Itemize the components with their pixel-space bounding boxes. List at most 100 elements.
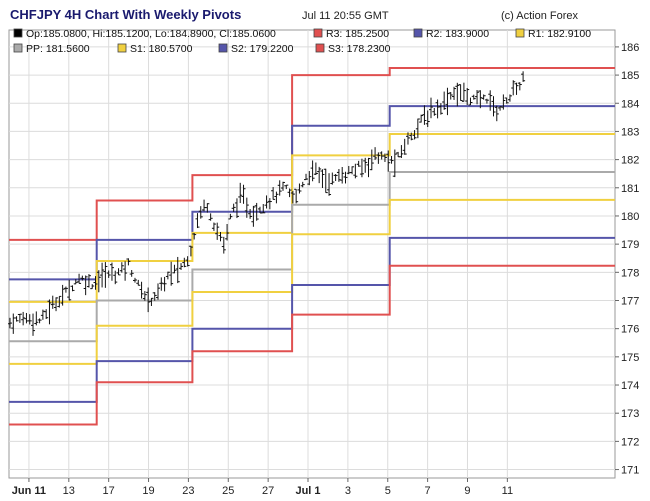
price-bar — [156, 283, 161, 300]
price-bar — [175, 256, 180, 284]
legend-item: S2: 179.2200 — [218, 43, 294, 55]
price-bar — [382, 153, 387, 162]
y-tick-label: 172 — [621, 436, 639, 448]
price-bar — [34, 311, 39, 326]
price-bar — [432, 107, 437, 116]
price-bar — [126, 258, 131, 266]
price-bar — [310, 160, 315, 182]
price-bar — [225, 223, 230, 241]
price-bars — [7, 71, 526, 336]
pivot-line-r2 — [9, 105, 615, 281]
price-bar — [244, 197, 249, 218]
price-bar — [304, 173, 309, 181]
price-bar — [461, 82, 466, 102]
x-tick-label: 7 — [425, 485, 431, 497]
price-bar — [63, 286, 68, 293]
price-bar — [123, 261, 128, 281]
price-bar — [274, 191, 279, 204]
legend-swatch — [13, 43, 23, 53]
legend-label: R2: 183.9000 — [426, 28, 489, 40]
price-bar — [294, 188, 299, 204]
legend-swatch — [117, 43, 127, 53]
price-bar — [93, 276, 98, 290]
price-bar — [445, 87, 450, 116]
price-bar — [96, 270, 101, 293]
price-bar — [195, 213, 200, 229]
y-tick-label: 185 — [621, 70, 639, 82]
price-bar — [280, 181, 285, 191]
price-bar — [149, 297, 154, 307]
price-bar — [429, 97, 434, 119]
price-bar — [136, 279, 141, 286]
price-bar — [165, 271, 170, 280]
price-bar — [17, 313, 22, 323]
legend-label: S3: 178.2300 — [328, 43, 391, 55]
y-tick-label: 173 — [621, 408, 639, 420]
price-bar — [471, 94, 476, 100]
price-bar — [284, 184, 289, 190]
price-bar — [113, 270, 118, 285]
price-bar — [468, 97, 473, 106]
price-bar — [27, 314, 32, 325]
price-bar — [350, 166, 355, 175]
price-bar — [50, 295, 55, 309]
price-bar — [21, 311, 26, 326]
pivot-line-s1 — [9, 198, 615, 365]
legend-item: R1: 182.9100 — [515, 28, 591, 40]
price-bar — [70, 285, 75, 292]
pivot-lines — [9, 67, 615, 426]
price-bar — [452, 86, 457, 100]
price-bar — [317, 166, 322, 184]
price-bar — [103, 262, 108, 288]
pivot-line-r3 — [9, 67, 615, 241]
legend-swatch — [515, 28, 525, 38]
price-bar — [307, 171, 312, 186]
price-bar — [106, 270, 111, 278]
price-bar — [511, 80, 516, 96]
x-axis: Jun 11 13 17 19 23 25 27 Jul 1 3 5 7 9 11 — [12, 478, 513, 497]
y-tick-label: 182 — [621, 155, 639, 167]
price-bar — [475, 89, 480, 105]
y-tick-label: 176 — [621, 324, 639, 336]
grid-lines — [9, 30, 615, 478]
price-bar — [211, 222, 216, 231]
price-bar — [330, 172, 335, 185]
price-bar — [238, 182, 243, 204]
price-bar — [57, 295, 62, 308]
y-tick-label: 180 — [621, 211, 639, 223]
price-bar — [248, 209, 253, 219]
price-bar — [47, 299, 52, 325]
y-tick-label: 184 — [621, 98, 639, 110]
price-bar — [205, 203, 210, 213]
price-bar — [261, 204, 266, 214]
x-tick-label: Jul 1 — [295, 485, 320, 497]
price-bar — [478, 90, 483, 109]
price-bar — [73, 279, 78, 285]
price-bar — [494, 105, 499, 122]
price-bar — [501, 94, 506, 110]
chart-title: CHFJPY 4H Chart With Weekly Pivots — [10, 7, 241, 22]
price-bar — [422, 105, 427, 125]
price-bar — [359, 158, 364, 178]
price-bar — [132, 277, 137, 283]
price-bar — [7, 317, 12, 329]
plot-area — [8, 29, 616, 479]
price-bar — [504, 97, 509, 104]
price-bar — [373, 147, 378, 160]
price-bar — [369, 149, 374, 171]
legend-label: PP: 181.5600 — [26, 43, 90, 55]
price-bar — [343, 171, 348, 184]
price-bar — [100, 262, 105, 288]
legend-item: Op:185.0800, Hi:185.1200, Lo:184.8900, C… — [13, 28, 276, 40]
price-bar — [182, 257, 187, 268]
y-axis: 171 172 173 174 175 176 177 178 179 180 181 182 183 1… — [615, 42, 639, 477]
price-bar — [290, 190, 295, 204]
price-bar — [234, 198, 239, 219]
price-bar — [389, 155, 394, 164]
price-bar — [37, 318, 42, 324]
legend-item: PP: 181.5600 — [13, 43, 90, 55]
price-bar — [412, 130, 417, 140]
y-tick-label: 177 — [621, 295, 639, 307]
price-bar — [116, 268, 121, 276]
